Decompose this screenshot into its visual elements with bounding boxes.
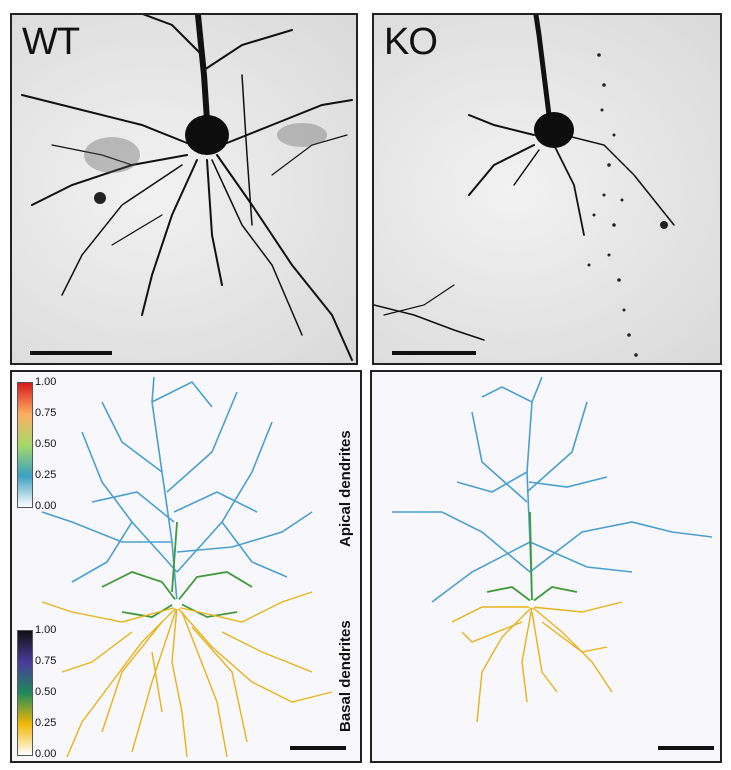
apical-tick: 0.75 (35, 407, 57, 419)
ko-label: KO (384, 21, 438, 63)
ko-micrograph-panel: KO (372, 13, 722, 365)
apical-tick: 0.50 (35, 438, 57, 450)
wt-trace-panel: 1.00 0.75 0.50 0.25 0.00 1.00 0.75 0.50 … (10, 370, 362, 763)
wt-scale-bar (30, 351, 112, 355)
apical-dendrites-label: Apical dendrites (337, 430, 354, 547)
wt-dendrite-trace (41, 376, 333, 758)
basal-tick: 0.75 (35, 655, 57, 667)
ko-trace-panel (370, 370, 722, 763)
basal-tick: 0.00 (35, 748, 57, 760)
basal-tick: 0.50 (35, 686, 57, 698)
apical-colorbar (17, 382, 33, 508)
wt-neuron-image (21, 15, 353, 361)
basal-dendrites-label: Basal dendrites (337, 620, 354, 732)
apical-tick: 0.00 (35, 500, 57, 512)
apical-tick: 0.25 (35, 469, 57, 481)
basal-colorbar (17, 630, 33, 756)
ko-trace-scale-bar (658, 746, 714, 750)
basal-tick: 1.00 (35, 624, 57, 636)
wt-trace-scale-bar (290, 746, 346, 750)
ko-neuron-image (374, 15, 675, 357)
ko-scale-bar (392, 351, 476, 355)
wt-micrograph-panel: WT (10, 13, 358, 365)
basal-tick: 0.25 (35, 717, 57, 729)
ko-dendrite-trace (392, 376, 713, 723)
apical-tick: 1.00 (35, 376, 57, 388)
wt-label: WT (22, 21, 80, 63)
